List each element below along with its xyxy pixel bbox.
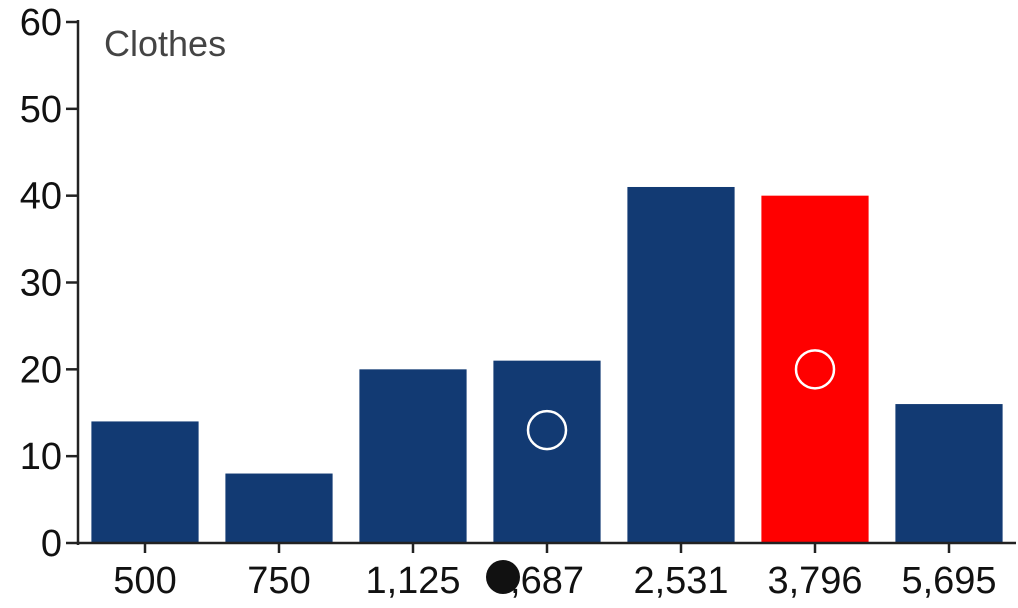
- x-tick-label-3: ,687: [510, 560, 584, 602]
- x-tick-label-4: 2,531: [633, 560, 728, 602]
- bars-group: [91, 186, 1003, 543]
- x-tick-label-2: 1,125: [365, 560, 460, 602]
- y-tick-label-3: 30: [20, 263, 62, 305]
- bar-5: [761, 195, 869, 543]
- chart-title: Clothes: [104, 23, 226, 64]
- bar-3: [493, 360, 601, 543]
- bar-6: [895, 404, 1003, 543]
- bar-4: [627, 186, 735, 543]
- y-tick-label-0: 0: [41, 523, 62, 565]
- black-dot-cursor-icon: [486, 560, 520, 594]
- x-tick-label-6: 5,695: [901, 560, 996, 602]
- x-tick-label-1: 750: [247, 560, 310, 602]
- y-tick-label-6: 60: [20, 2, 62, 44]
- markers-group: [486, 349, 836, 594]
- x-axis: 500 750 1,125 ,687 2,531 3,796 5,695: [78, 541, 1016, 602]
- marker-circle-0: [526, 409, 568, 451]
- x-tick-label-0: 500: [113, 560, 176, 602]
- bar-1: [225, 473, 333, 543]
- y-tick-label-2: 20: [20, 349, 62, 391]
- y-tick-label-1: 10: [20, 436, 62, 478]
- marker-circle-1: [794, 349, 836, 390]
- y-tick-label-4: 40: [20, 176, 62, 218]
- y-axis: 0 10 20 30 40 50 60: [20, 2, 80, 565]
- y-tick-label-5: 50: [20, 89, 62, 131]
- bar-0: [91, 421, 199, 543]
- bar-2: [359, 369, 467, 543]
- x-tick-label-5: 3,796: [767, 560, 862, 602]
